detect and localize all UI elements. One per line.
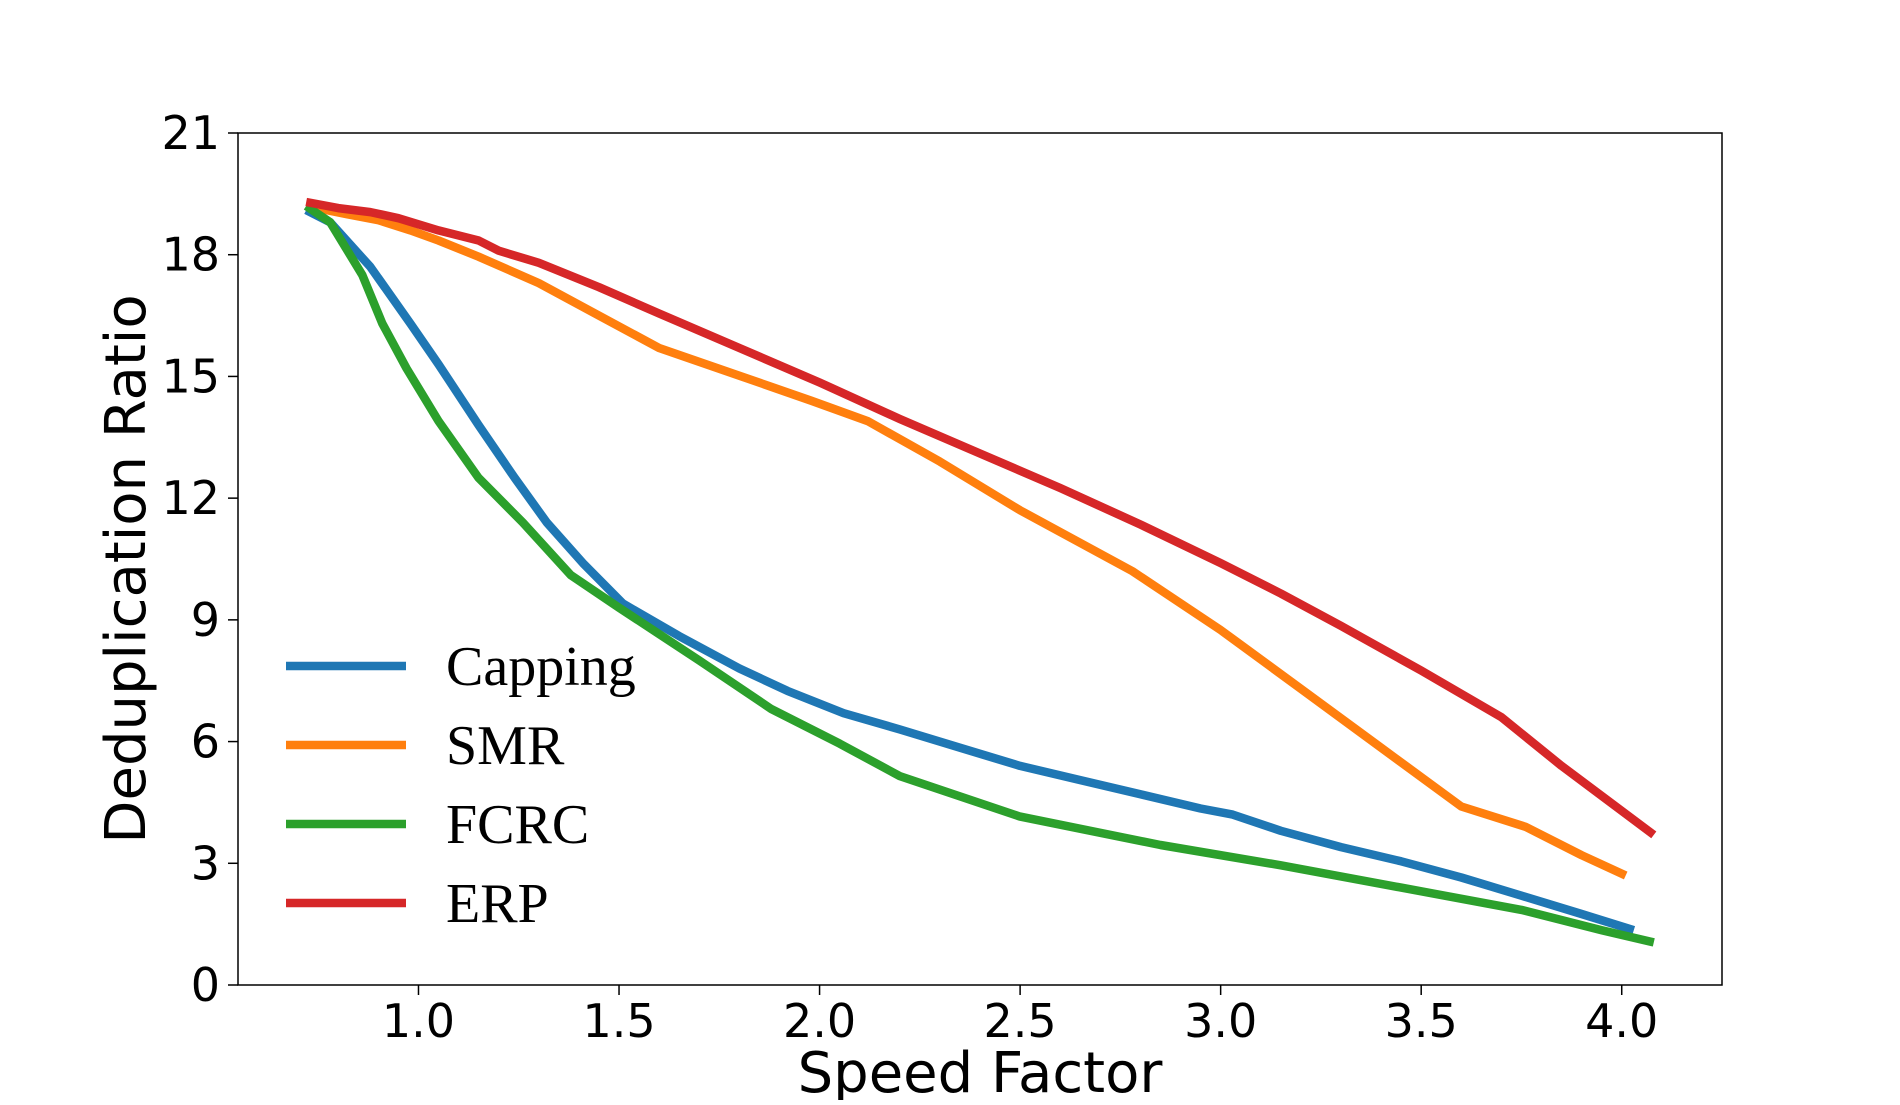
x-tick-label: 4.0 — [1585, 994, 1658, 1048]
x-tick-label: 3.5 — [1385, 994, 1458, 1048]
legend-label-erp: ERP — [446, 873, 549, 935]
y-tick-label: 21 — [161, 106, 220, 160]
y-tick-label: 18 — [161, 228, 220, 282]
legend-label-fcrc: FCRC — [446, 794, 589, 856]
y-tick-label: 3 — [191, 836, 220, 890]
x-axis-ticks: 1.0 1.5 2.0 2.5 3.0 3.5 4.0 — [382, 985, 1658, 1048]
x-axis-title: Speed Factor — [798, 1041, 1164, 1100]
x-tick-label: 1.5 — [582, 994, 655, 1048]
series-layer — [303, 197, 1657, 947]
y-tick-label: 12 — [161, 471, 220, 525]
y-axis-title: Deduplication Ratio — [94, 294, 159, 843]
y-tick-label: 9 — [191, 593, 220, 647]
legend: Capping SMR FCRC ERP — [286, 636, 636, 935]
x-tick-label: 3.0 — [1184, 994, 1257, 1048]
y-tick-label: 6 — [191, 715, 220, 769]
series-line-fcrc — [303, 202, 1655, 947]
series-line-smr — [305, 201, 1628, 880]
x-tick-label: 2.0 — [783, 994, 856, 1048]
series-line-capping — [304, 206, 1636, 935]
x-tick-label: 2.5 — [984, 994, 1057, 1048]
plot-frame — [237, 132, 1723, 986]
y-tick-label: 15 — [161, 349, 220, 403]
y-axis-ticks: 0 3 6 9 12 15 18 21 — [161, 106, 238, 1012]
y-tick-label: 0 — [191, 958, 220, 1012]
series-line-erp — [305, 197, 1657, 839]
legend-label-capping: Capping — [446, 636, 636, 698]
legend-label-smr: SMR — [446, 715, 565, 777]
x-tick-label: 1.0 — [382, 994, 455, 1048]
